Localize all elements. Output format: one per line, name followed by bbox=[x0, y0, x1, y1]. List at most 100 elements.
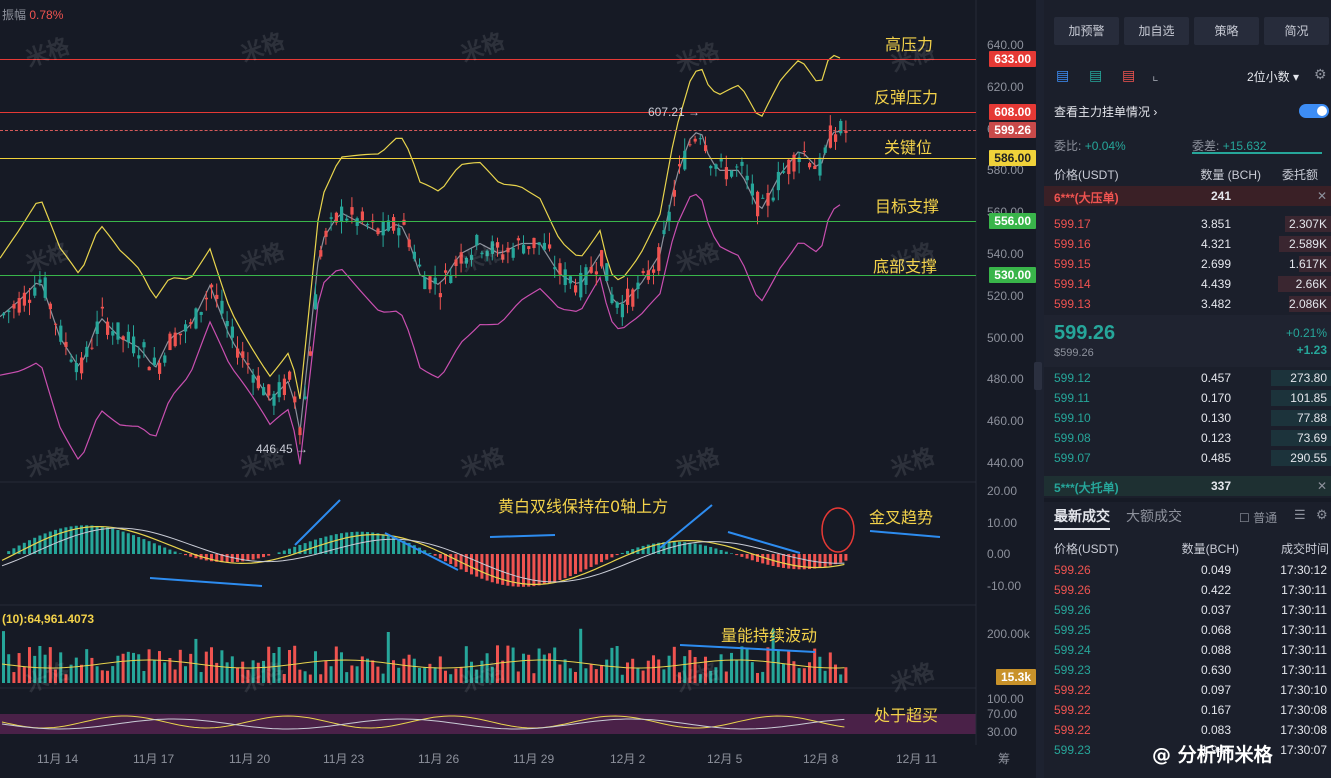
collapse-handle[interactable] bbox=[1034, 362, 1042, 390]
candlestick-chart[interactable] bbox=[0, 0, 1036, 778]
candle-body bbox=[220, 300, 224, 314]
filter-icon[interactable]: ☰ bbox=[1294, 507, 1306, 522]
normal-label: 普通 bbox=[1253, 511, 1278, 525]
volume-bar bbox=[698, 674, 702, 683]
candle-body bbox=[636, 282, 640, 289]
candle-body bbox=[210, 284, 214, 288]
volume-axis-label: 200.00k bbox=[987, 627, 1030, 641]
macd-bar bbox=[220, 554, 224, 563]
candle-body bbox=[693, 138, 697, 142]
bid-row[interactable]: 599.11 0.170 101.85 bbox=[1044, 388, 1331, 408]
overview-button[interactable]: 简况 bbox=[1264, 17, 1329, 45]
volume-bar bbox=[787, 651, 791, 683]
normal-checkbox[interactable]: ☐ 普通 bbox=[1239, 511, 1278, 525]
orderbook-both-icon[interactable]: ▤ bbox=[1056, 67, 1070, 83]
bid-qty: 0.457 bbox=[1200, 371, 1231, 385]
orderbook-depth-icon[interactable]: ⌞ bbox=[1152, 67, 1159, 83]
macd-bar bbox=[85, 525, 89, 554]
bid-row[interactable]: 599.08 0.123 73.69 bbox=[1044, 428, 1331, 448]
volume-bar bbox=[100, 670, 104, 683]
candle-body bbox=[574, 285, 578, 293]
bid-row[interactable]: 599.07 0.485 290.55 bbox=[1044, 448, 1331, 468]
volume-bar bbox=[392, 660, 395, 683]
trade-col-qty[interactable]: 数量(BCH) bbox=[1181, 542, 1239, 556]
candle-body bbox=[329, 217, 333, 219]
macd-bar bbox=[522, 554, 525, 587]
macd-bar bbox=[48, 531, 52, 554]
candle-body bbox=[121, 336, 125, 340]
ask-row[interactable]: 599.16 4.321 2.589K bbox=[1044, 234, 1331, 254]
tab-large-trades[interactable]: 大额成交 bbox=[1126, 508, 1182, 524]
bollinger-lower bbox=[0, 193, 841, 465]
candle-body bbox=[558, 263, 562, 275]
volume-bar bbox=[594, 669, 598, 683]
macd-axis-label: 0.00 bbox=[987, 547, 1011, 561]
settings-icon[interactable]: ⚙ bbox=[1314, 66, 1327, 82]
strategy-button[interactable]: 策略 bbox=[1194, 17, 1259, 45]
add-watchlist-button[interactable]: 加自选 bbox=[1124, 17, 1189, 45]
trade-row: 599.26 0.049 17:30:12 bbox=[1044, 560, 1331, 580]
date-label: 12月 8 bbox=[803, 752, 839, 766]
macd-bar bbox=[683, 542, 687, 554]
volume-bar bbox=[288, 650, 291, 683]
trade-qty: 0.088 bbox=[1200, 643, 1231, 657]
candle-body bbox=[225, 321, 229, 327]
close-big-sell-icon[interactable]: ✕ bbox=[1316, 189, 1327, 203]
bid-row[interactable]: 599.10 0.130 77.88 bbox=[1044, 408, 1331, 428]
candle-body bbox=[194, 308, 198, 329]
volume-bar bbox=[111, 666, 115, 683]
candle-body bbox=[397, 227, 401, 236]
volume-bar bbox=[553, 647, 557, 683]
ask-row[interactable]: 599.14 4.439 2.66K bbox=[1044, 274, 1331, 294]
volume-bar bbox=[423, 667, 427, 683]
add-alert-button[interactable]: 加预警 bbox=[1054, 17, 1119, 45]
macd-bar bbox=[90, 525, 94, 554]
volume-bar bbox=[475, 669, 479, 683]
candle-body bbox=[142, 342, 146, 348]
main-orders-toggle[interactable] bbox=[1299, 104, 1329, 118]
ask-row[interactable]: 599.15 2.699 1.617K bbox=[1044, 254, 1331, 274]
col-amount[interactable]: 委托额 bbox=[1281, 168, 1318, 182]
orderbook-bids-icon[interactable]: ▤ bbox=[1089, 67, 1103, 83]
decimals-select[interactable]: 2位小数 ▾ bbox=[1247, 70, 1300, 84]
macd-bar bbox=[64, 527, 68, 554]
candle-body bbox=[272, 393, 276, 406]
close-big-buy-icon[interactable]: ✕ bbox=[1316, 479, 1327, 493]
volume-bar bbox=[735, 660, 739, 683]
volume-bar bbox=[672, 646, 676, 683]
author-watermark: @ 分析师米格 bbox=[1152, 744, 1273, 766]
volume-bar bbox=[90, 657, 94, 683]
volume-bar bbox=[662, 669, 666, 683]
trade-settings-icon[interactable]: ⚙ bbox=[1316, 507, 1328, 522]
chart-area[interactable]: 振幅 0.78% 640.00620.00600.00580.00560.005… bbox=[0, 0, 1036, 778]
macd-bar bbox=[267, 554, 271, 556]
volume-bar bbox=[724, 671, 728, 683]
macd-bar bbox=[823, 554, 827, 567]
candle-body bbox=[418, 264, 422, 267]
bid-row[interactable]: 599.12 0.457 273.80 bbox=[1044, 368, 1331, 388]
main-orders-link[interactable]: 查看主力挂单情况 › bbox=[1054, 105, 1158, 119]
candle-body bbox=[345, 218, 349, 221]
trade-price: 599.23 bbox=[1054, 663, 1091, 677]
candle-body bbox=[444, 270, 448, 273]
macd-bar bbox=[542, 554, 546, 585]
wei-cha-value: +15.632 bbox=[1222, 139, 1267, 153]
ask-row[interactable]: 599.13 3.482 2.086K bbox=[1044, 294, 1331, 314]
volume-bar bbox=[256, 662, 260, 683]
trade-price: 599.23 bbox=[1054, 743, 1091, 757]
bid-price: 599.10 bbox=[1054, 411, 1091, 425]
candle-body bbox=[698, 138, 702, 140]
trade-time: 17:30:11 bbox=[1281, 583, 1327, 597]
ask-row[interactable]: 599.17 3.851 2.307K bbox=[1044, 214, 1331, 234]
trade-qty: 0.068 bbox=[1200, 623, 1231, 637]
macd-bar bbox=[407, 542, 411, 554]
orderbook-asks-icon[interactable]: ▤ bbox=[1122, 67, 1136, 83]
macd-bar bbox=[121, 531, 125, 554]
col-qty[interactable]: 数量 (BCH) bbox=[1200, 168, 1261, 182]
tab-latest-trades[interactable]: 最新成交 bbox=[1054, 508, 1110, 524]
candle-body bbox=[594, 271, 598, 275]
macd-bar bbox=[693, 543, 697, 554]
tab-underline bbox=[1054, 528, 1110, 530]
chips-button[interactable]: 筹 bbox=[998, 752, 1011, 766]
macd-bar bbox=[277, 552, 281, 554]
